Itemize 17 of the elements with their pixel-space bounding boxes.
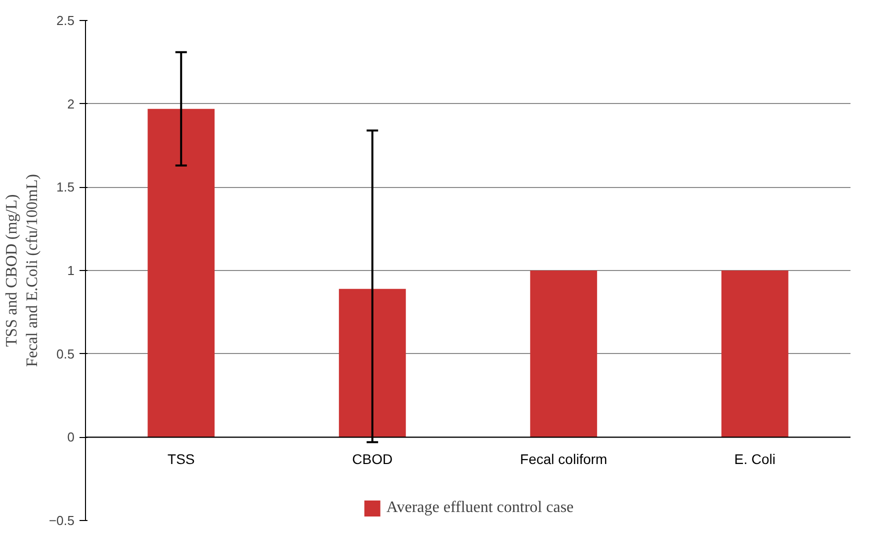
y-tick-label: 1 bbox=[67, 263, 75, 278]
y-axis-title: TSS and CBOD (mg/L) Fecal and E.Coli (cfu/100mL) bbox=[3, 174, 41, 367]
y-tick-label: 1.5 bbox=[56, 180, 75, 195]
x-tick-label: CBOD bbox=[352, 451, 393, 468]
y-tick-label: 0.5 bbox=[56, 346, 75, 362]
bar bbox=[148, 108, 215, 438]
x-tick-label: E. Coli bbox=[734, 451, 776, 468]
bar bbox=[721, 270, 788, 438]
legend-label: Average effluent control case bbox=[386, 499, 574, 517]
y-tick-label: 2.5 bbox=[56, 13, 75, 28]
bar bbox=[530, 270, 598, 438]
x-tick-label: Fecal coliform bbox=[520, 451, 608, 468]
y-tick-label: 0 bbox=[67, 430, 75, 445]
y-tick-label: 2 bbox=[67, 96, 75, 112]
bar bbox=[338, 288, 406, 438]
y-tick-label: −0.5 bbox=[48, 513, 75, 528]
x-tick-label: TSS bbox=[168, 451, 195, 468]
